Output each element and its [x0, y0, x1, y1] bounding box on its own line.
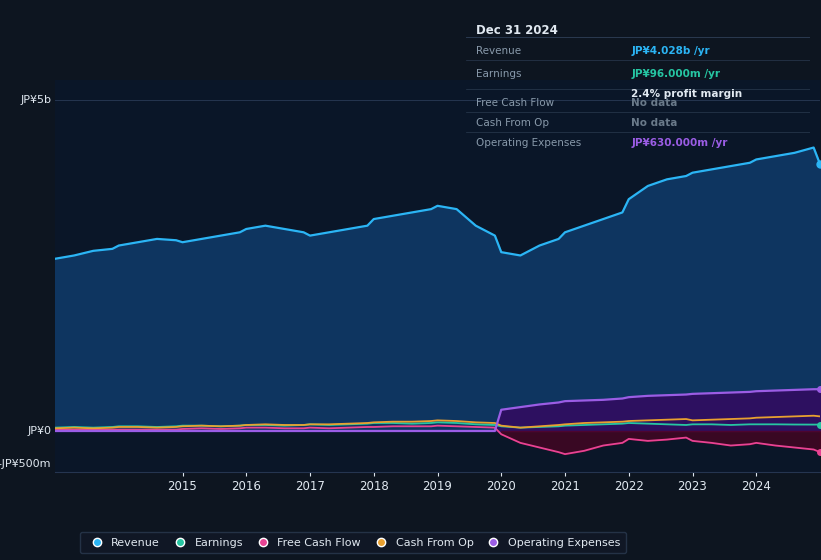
Text: Free Cash Flow: Free Cash Flow	[476, 97, 554, 108]
Text: JP¥630.000m /yr: JP¥630.000m /yr	[631, 138, 727, 148]
Text: JP¥5b: JP¥5b	[21, 95, 51, 105]
Text: Cash From Op: Cash From Op	[476, 118, 549, 128]
Text: Earnings: Earnings	[476, 69, 522, 79]
Text: JP¥96.000m /yr: JP¥96.000m /yr	[631, 69, 720, 79]
Text: JP¥4.028b /yr: JP¥4.028b /yr	[631, 46, 709, 55]
Text: Dec 31 2024: Dec 31 2024	[476, 24, 558, 37]
Text: No data: No data	[631, 97, 677, 108]
Text: 2.4% profit margin: 2.4% profit margin	[631, 89, 742, 99]
Text: No data: No data	[631, 118, 677, 128]
Text: -JP¥500m: -JP¥500m	[0, 459, 51, 469]
Text: JP¥0: JP¥0	[27, 426, 51, 436]
Text: Operating Expenses: Operating Expenses	[476, 138, 581, 148]
Text: Revenue: Revenue	[476, 46, 521, 55]
Legend: Revenue, Earnings, Free Cash Flow, Cash From Op, Operating Expenses: Revenue, Earnings, Free Cash Flow, Cash …	[80, 532, 626, 553]
